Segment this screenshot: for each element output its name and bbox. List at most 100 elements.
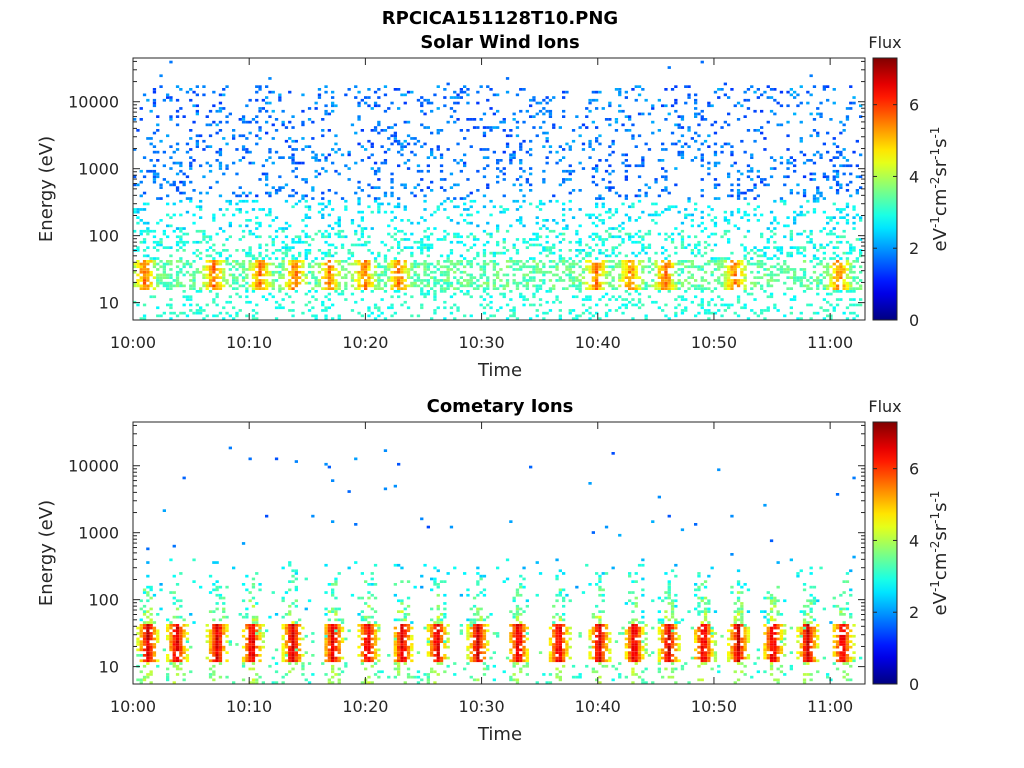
heatmap-cell (258, 648, 262, 652)
heatmap-cell (288, 656, 292, 660)
heatmap-cell (251, 629, 256, 633)
heatmap-cell (459, 276, 463, 279)
heatmap-cell (265, 265, 269, 269)
heatmap-cell (406, 306, 411, 310)
heatmap-cell (179, 227, 183, 230)
heatmap-cell (218, 161, 223, 165)
heatmap-cell (680, 246, 685, 249)
heatmap-cell (212, 287, 216, 290)
heatmap-cell (525, 281, 529, 285)
heatmap-cell (175, 240, 180, 244)
heatmap-cell (397, 243, 401, 247)
heatmap-cell (453, 183, 457, 187)
heatmap-cell (793, 246, 797, 249)
heatmap-cell (637, 229, 642, 233)
heatmap-cell (149, 588, 153, 592)
heatmap-cell (690, 260, 694, 263)
heatmap-cell (466, 290, 470, 293)
colorbar-tick-label: 2 (909, 239, 919, 258)
heatmap-cell (166, 618, 170, 622)
heatmap-cell (552, 265, 556, 269)
heatmap-cell (331, 254, 335, 258)
heatmap-cell (852, 227, 856, 230)
heatmap-cell (532, 98, 536, 102)
heatmap-cell (420, 243, 424, 247)
heatmap-cell (357, 197, 361, 200)
heatmap-cell (255, 281, 259, 285)
heatmap-cell (327, 270, 331, 274)
heatmap-cell (680, 281, 685, 285)
heatmap-cell (852, 279, 856, 282)
heatmap-cell (166, 624, 170, 627)
heatmap-cell (331, 645, 335, 649)
heatmap-cell (786, 90, 790, 94)
heatmap-cell (463, 208, 467, 211)
heatmap-cell (855, 191, 859, 195)
heatmap-cell (608, 153, 612, 157)
heatmap-cell (152, 659, 157, 663)
heatmap-cell (212, 634, 216, 638)
heatmap-cell (525, 273, 529, 277)
heatmap-cell (835, 145, 840, 148)
heatmap-cell (756, 262, 760, 266)
heatmap-cell (377, 309, 381, 312)
heatmap-cell (842, 284, 846, 288)
heatmap-cell (271, 219, 275, 222)
heatmap-cell (406, 90, 411, 94)
heatmap-cell (175, 615, 180, 619)
heatmap-cell (578, 260, 582, 263)
heatmap-cell (439, 156, 444, 159)
heatmap-cell (222, 626, 226, 630)
heatmap-cell (311, 287, 315, 290)
heatmap-cell (647, 243, 652, 247)
heatmap-cell (403, 284, 407, 288)
heatmap-cell (324, 462, 328, 466)
heatmap-cell (515, 287, 520, 290)
heatmap-cell (783, 235, 787, 239)
heatmap-cell (466, 213, 470, 217)
heatmap-cell (433, 290, 437, 293)
heatmap-cell (469, 199, 473, 203)
heatmap-cell (179, 648, 183, 652)
heatmap-cell (558, 126, 562, 129)
heatmap-cell (575, 240, 579, 244)
heatmap-cell (654, 210, 658, 214)
heatmap-cell (588, 109, 592, 113)
heatmap-cell (433, 284, 437, 288)
heatmap-cell (832, 306, 836, 310)
heatmap-cell (677, 115, 681, 118)
heatmap-cell (172, 664, 176, 668)
heatmap-cell (446, 287, 450, 290)
heatmap-cell (505, 260, 510, 263)
heatmap-cell (618, 93, 622, 97)
heatmap-cell (571, 284, 576, 288)
heatmap-cell (710, 104, 714, 108)
heatmap-cell (453, 120, 457, 124)
heatmap-cell (773, 88, 777, 91)
heatmap-cell (595, 257, 599, 260)
heatmap-cell (423, 235, 427, 239)
heatmap-cell (717, 281, 721, 285)
heatmap-cell (261, 260, 265, 263)
heatmap-cell (542, 311, 546, 315)
heatmap-cell (232, 161, 236, 165)
heatmap-cell (700, 290, 704, 293)
heatmap-cell (169, 298, 173, 301)
heatmap-cell (393, 205, 397, 209)
heatmap-cell (819, 194, 823, 198)
heatmap-cell (327, 251, 331, 255)
heatmap-cell (552, 287, 556, 290)
heatmap-cell (364, 227, 368, 230)
heatmap-cell (274, 306, 279, 310)
heatmap-cell (604, 281, 609, 285)
heatmap-cell (459, 284, 463, 288)
heatmap-cell (258, 88, 262, 91)
heatmap-cell (664, 281, 668, 285)
heatmap-cell (149, 626, 153, 630)
heatmap-cell (773, 265, 777, 269)
heatmap-cell (677, 262, 681, 266)
heatmap-cell (390, 303, 394, 307)
heatmap-cell (466, 281, 470, 285)
heatmap-cell (212, 654, 216, 657)
